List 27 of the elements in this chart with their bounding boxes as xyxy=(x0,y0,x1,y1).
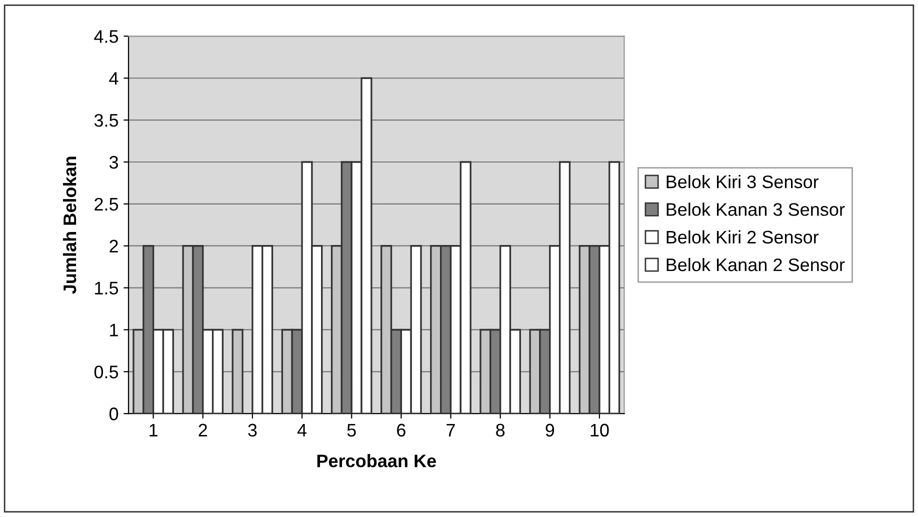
x-tick-label: 2 xyxy=(198,424,207,436)
x-tick-label: 3 xyxy=(248,424,257,437)
y-tick-label: 3.5 xyxy=(94,114,118,127)
y-tick-label: 4 xyxy=(109,72,118,85)
legend-label: Belok Kiri 2 Sensor xyxy=(666,230,819,244)
bar xyxy=(232,328,244,414)
x-tick-label: 9 xyxy=(546,424,554,437)
y-axis-title: Jumlah Belokan xyxy=(62,156,76,294)
x-tick-label: 1 xyxy=(150,424,158,436)
legend-label: Belok Kiri 3 Sensor xyxy=(666,174,819,188)
x-tick-label: 10 xyxy=(590,424,609,437)
x-axis-title: Percobaan Ke xyxy=(317,454,436,468)
x-tick-label: 6 xyxy=(397,424,406,437)
legend-label: Belok Kanan 2 Sensor xyxy=(666,258,845,272)
y-tick-label: 1 xyxy=(110,324,118,336)
x-tick-label: 5 xyxy=(347,424,356,437)
y-tick-label: 2 xyxy=(110,240,118,252)
y-tick-label: 0.5 xyxy=(94,366,118,378)
legend-label: Belok Kanan 3 Sensor xyxy=(666,202,845,216)
y-tick-label: 4.5 xyxy=(94,30,118,43)
y-tick-label: 2.5 xyxy=(94,198,118,211)
x-tick-label: 8 xyxy=(496,424,505,437)
y-tick-label: 0 xyxy=(109,408,118,420)
x-tick-label: 4 xyxy=(297,424,307,436)
y-tick-label: 1.5 xyxy=(95,282,118,295)
y-tick-label: 3 xyxy=(109,156,118,169)
x-tick-label: 7 xyxy=(446,424,455,436)
